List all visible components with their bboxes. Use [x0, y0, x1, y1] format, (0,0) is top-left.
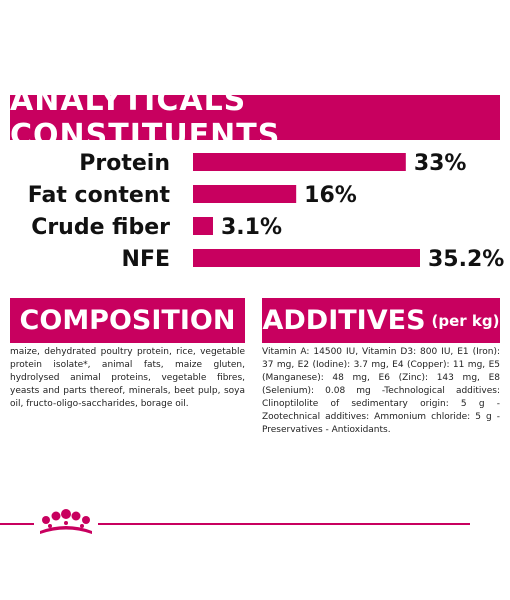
- additives-header: ADDITIVES (per kg): [262, 298, 500, 343]
- additives-text: Vitamin A: 14500 IU, Vitamin D3: 800 IU,…: [262, 347, 500, 435]
- constituents-chart: Protein 33% Fat content 16% Crude fiber 3.1% N…: [28, 151, 505, 272]
- bar: [193, 153, 406, 171]
- category-label: Fat content: [28, 183, 171, 208]
- composition-text: maize, dehydrated poultry protein, rice,…: [10, 347, 245, 409]
- additives-title: ADDITIVES: [262, 305, 426, 336]
- analyticals-banner: ANALYTICALS CONSTITUENTS: [10, 83, 500, 153]
- bar: [193, 249, 420, 267]
- bar: [193, 217, 213, 235]
- value-label: 35.2%: [428, 247, 504, 272]
- category-label: Protein: [79, 151, 170, 176]
- analyticals-title: ANALYTICALS CONSTITUENTS: [10, 82, 281, 153]
- bar: [193, 185, 297, 203]
- category-label: Crude fiber: [31, 215, 170, 240]
- footer-line-left: [0, 523, 34, 525]
- composition-header: COMPOSITION: [10, 298, 245, 343]
- royal-canin-crown-icon: [40, 509, 92, 534]
- category-label: NFE: [122, 247, 170, 272]
- value-label: 16%: [304, 183, 357, 208]
- footer-line-right: [98, 523, 470, 525]
- additives-suffix: (per kg): [431, 311, 500, 330]
- value-label: 33%: [414, 151, 467, 176]
- composition-title: COMPOSITION: [19, 305, 236, 336]
- value-label: 3.1%: [221, 215, 282, 240]
